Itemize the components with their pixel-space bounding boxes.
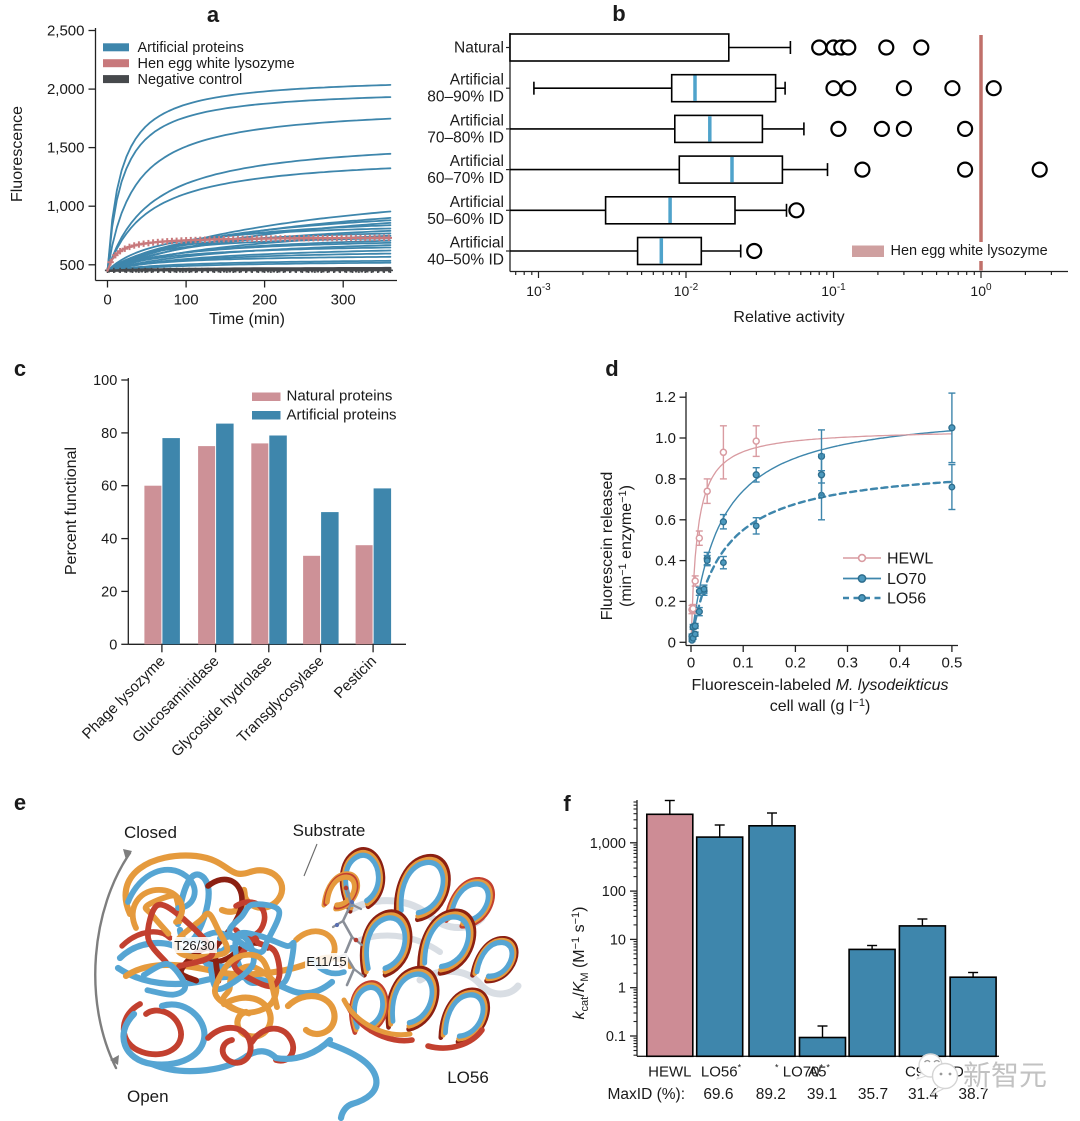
svg-text:LO56: LO56 bbox=[887, 591, 926, 608]
svg-text:2,500: 2,500 bbox=[47, 23, 85, 40]
svg-text:0: 0 bbox=[687, 655, 695, 672]
svg-text:50–60% ID: 50–60% ID bbox=[427, 211, 504, 228]
svg-text:cell wall (g l−1): cell wall (g l−1) bbox=[770, 697, 871, 715]
svg-text:31.4: 31.4 bbox=[908, 1086, 939, 1103]
svg-text:Artificial: Artificial bbox=[450, 112, 504, 129]
svg-text:(min−1 enzyme−1): (min−1 enzyme−1) bbox=[617, 485, 635, 607]
svg-text:0.3: 0.3 bbox=[837, 655, 858, 672]
svg-text:Artificial: Artificial bbox=[450, 153, 504, 170]
svg-text:38.7: 38.7 bbox=[958, 1086, 988, 1103]
svg-text:1,000: 1,000 bbox=[590, 836, 626, 852]
svg-text:0: 0 bbox=[103, 292, 111, 309]
svg-text:1: 1 bbox=[618, 981, 626, 997]
svg-text:Artificial: Artificial bbox=[450, 72, 504, 89]
svg-text:70–80% ID: 70–80% ID bbox=[427, 129, 504, 146]
svg-text:HEWL: HEWL bbox=[648, 1064, 691, 1081]
svg-text:LO56: LO56 bbox=[447, 1068, 489, 1087]
svg-text:Artificial proteins: Artificial proteins bbox=[287, 407, 397, 424]
svg-text:69.6: 69.6 bbox=[703, 1086, 733, 1103]
svg-text:0.1: 0.1 bbox=[733, 655, 754, 672]
svg-text:100: 100 bbox=[602, 884, 626, 900]
svg-text:0.4: 0.4 bbox=[889, 655, 910, 672]
svg-text:Fluorescein-labeled M. lysodei: Fluorescein-labeled M. lysodeikticus bbox=[692, 677, 949, 694]
svg-text:200: 200 bbox=[252, 292, 277, 309]
svg-text:60–70% ID: 60–70% ID bbox=[427, 170, 504, 187]
svg-text:f: f bbox=[563, 791, 571, 816]
svg-text:1,500: 1,500 bbox=[47, 140, 85, 157]
svg-text:80: 80 bbox=[101, 426, 117, 442]
svg-text:Natural: Natural bbox=[454, 40, 504, 57]
svg-text:a: a bbox=[207, 2, 220, 27]
svg-text:89.2: 89.2 bbox=[756, 1086, 786, 1103]
svg-text:0.5: 0.5 bbox=[941, 655, 962, 672]
svg-text:e: e bbox=[14, 790, 26, 815]
svg-text:b: b bbox=[612, 1, 625, 26]
svg-text:Natural proteins: Natural proteins bbox=[287, 388, 393, 405]
svg-text:0.2: 0.2 bbox=[785, 655, 806, 672]
svg-text:100: 100 bbox=[174, 292, 199, 309]
svg-text:d: d bbox=[605, 356, 618, 381]
svg-text:Time (min): Time (min) bbox=[209, 311, 285, 328]
svg-text:500: 500 bbox=[59, 257, 84, 274]
svg-text:40: 40 bbox=[101, 532, 117, 548]
svg-text:Substrate: Substrate bbox=[293, 821, 366, 840]
svg-text:HEWL: HEWL bbox=[887, 551, 933, 568]
svg-text:10-3: 10-3 bbox=[526, 282, 551, 299]
svg-text:0.8: 0.8 bbox=[655, 471, 676, 488]
svg-text:100: 100 bbox=[93, 373, 117, 389]
svg-text:Hen egg white lysozyme: Hen egg white lysozyme bbox=[891, 243, 1048, 259]
svg-text:Artificial: Artificial bbox=[450, 194, 504, 211]
svg-text:300: 300 bbox=[331, 292, 356, 309]
svg-text:LO70: LO70 bbox=[887, 571, 926, 588]
svg-text:0.2: 0.2 bbox=[655, 593, 676, 610]
svg-text:10-1: 10-1 bbox=[821, 282, 846, 299]
svg-text:100: 100 bbox=[970, 282, 992, 299]
svg-text:35.7: 35.7 bbox=[858, 1086, 888, 1103]
svg-text:Glycoside hydrolase: Glycoside hydrolase bbox=[168, 653, 276, 761]
svg-text:A5*: A5* bbox=[808, 1063, 830, 1081]
svg-text:Hen egg white lysozyme: Hen egg white lysozyme bbox=[138, 56, 295, 72]
svg-text:T26/30: T26/30 bbox=[174, 938, 214, 953]
svg-text:0: 0 bbox=[668, 634, 676, 651]
svg-text:LO56*: LO56* bbox=[701, 1063, 742, 1081]
svg-text:Closed: Closed bbox=[124, 823, 177, 842]
svg-text:0.6: 0.6 bbox=[655, 512, 676, 529]
svg-text:Fluorescein released: Fluorescein released bbox=[599, 472, 616, 621]
svg-text:E11/15: E11/15 bbox=[306, 954, 346, 969]
svg-text:60: 60 bbox=[101, 479, 117, 495]
svg-text:Artificial proteins: Artificial proteins bbox=[138, 40, 244, 56]
svg-text:新智元: 新智元 bbox=[963, 1060, 1047, 1091]
svg-text:40–50% ID: 40–50% ID bbox=[427, 252, 504, 269]
svg-text:Percent functional: Percent functional bbox=[63, 447, 80, 575]
svg-text:Relative activity: Relative activity bbox=[733, 309, 844, 326]
svg-text:Artificial: Artificial bbox=[450, 235, 504, 252]
svg-text:1,000: 1,000 bbox=[47, 198, 85, 215]
svg-text:10: 10 bbox=[610, 932, 626, 948]
svg-text:80–90% ID: 80–90% ID bbox=[427, 89, 504, 106]
svg-text:Fluorescence: Fluorescence bbox=[9, 106, 26, 202]
svg-text:20: 20 bbox=[101, 584, 117, 600]
svg-text:Transglycosylase: Transglycosylase bbox=[234, 653, 328, 747]
svg-text:Pesticin: Pesticin bbox=[331, 653, 380, 702]
svg-text:MaxID (%):: MaxID (%): bbox=[608, 1086, 686, 1103]
svg-text:2,000: 2,000 bbox=[47, 81, 85, 98]
svg-text:Negative control: Negative control bbox=[138, 72, 243, 88]
svg-text:39.1: 39.1 bbox=[807, 1086, 837, 1103]
svg-text:0: 0 bbox=[109, 637, 117, 653]
svg-text:0.4: 0.4 bbox=[655, 553, 676, 570]
svg-text:c: c bbox=[14, 356, 26, 381]
svg-text:0.1: 0.1 bbox=[606, 1029, 626, 1045]
svg-text:1.2: 1.2 bbox=[655, 389, 676, 406]
svg-text:10-2: 10-2 bbox=[674, 282, 699, 299]
svg-text:kcat/KM (M−1 s−1): kcat/KM (M−1 s−1) bbox=[570, 907, 591, 1020]
svg-text:* LO70*: * LO70* bbox=[775, 1063, 823, 1081]
svg-text:Open: Open bbox=[127, 1087, 169, 1106]
svg-text:1.0: 1.0 bbox=[655, 430, 676, 447]
